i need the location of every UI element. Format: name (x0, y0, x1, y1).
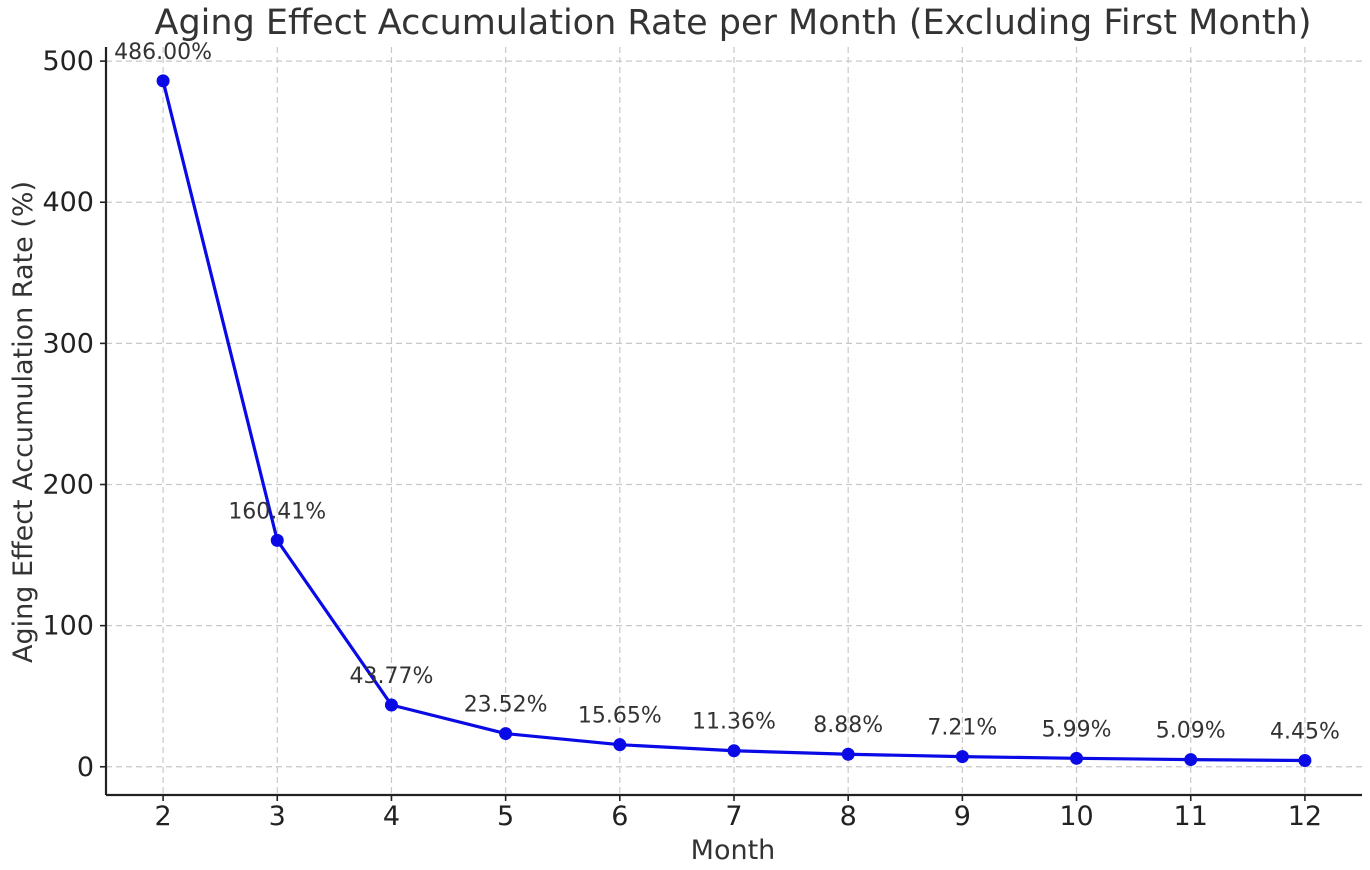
y-tick-label: 400 (42, 187, 94, 218)
data-label: 23.52% (464, 693, 548, 718)
data-point (1184, 753, 1198, 767)
chart-title: Aging Effect Accumulation Rate per Month… (155, 3, 1312, 43)
x-tick-label: 5 (497, 801, 514, 832)
data-label: 160.41% (228, 499, 326, 524)
x-tick-label: 7 (725, 801, 742, 832)
data-label: 7.21% (927, 716, 997, 741)
data-point (270, 533, 284, 547)
x-axis-label: Month (691, 835, 776, 866)
data-label: 4.45% (1270, 719, 1340, 744)
data-label-layer: 486.00% 160.41% 43.77% 23.52% 15.65% 11.36% 8.… (114, 40, 1340, 745)
grid-layer (106, 47, 1362, 795)
data-point (955, 750, 969, 764)
data-point (499, 727, 513, 741)
data-point (1298, 753, 1312, 767)
y-tick-label: 200 (42, 470, 94, 501)
x-tick-label: 11 (1174, 801, 1208, 832)
x-tick-label: 3 (269, 801, 286, 832)
x-tick-label: 9 (954, 801, 971, 832)
data-point (727, 744, 741, 758)
data-point (841, 747, 855, 761)
x-tick-label: 8 (840, 801, 857, 832)
data-point (384, 698, 398, 712)
series-layer (156, 74, 1312, 767)
x-tick-label: 6 (611, 801, 628, 832)
data-label: 15.65% (578, 704, 662, 729)
data-label: 11.36% (692, 710, 776, 735)
x-tick-label: 4 (383, 801, 400, 832)
y-tick-label: 300 (42, 328, 94, 359)
y-axis-label: Aging Effect Accumulation Rate (%) (8, 181, 39, 663)
x-tick-label: 12 (1288, 801, 1322, 832)
data-label: 486.00% (114, 40, 212, 65)
x-tick-label: 2 (154, 801, 171, 832)
data-label: 8.88% (813, 713, 883, 738)
data-label: 5.09% (1156, 719, 1226, 744)
data-label: 5.99% (1042, 717, 1112, 742)
data-label: 43.77% (350, 664, 434, 689)
data-point (1070, 751, 1084, 765)
data-point (156, 74, 170, 88)
data-point (613, 738, 627, 752)
axes-layer: 2 3 4 5 6 7 8 9 10 11 12 0 100 200 300 400 500 (42, 46, 1362, 832)
x-tick-label: 10 (1059, 801, 1093, 832)
y-tick-label: 100 (42, 611, 94, 642)
y-tick-label: 0 (77, 752, 94, 783)
y-tick-label: 500 (42, 46, 94, 77)
